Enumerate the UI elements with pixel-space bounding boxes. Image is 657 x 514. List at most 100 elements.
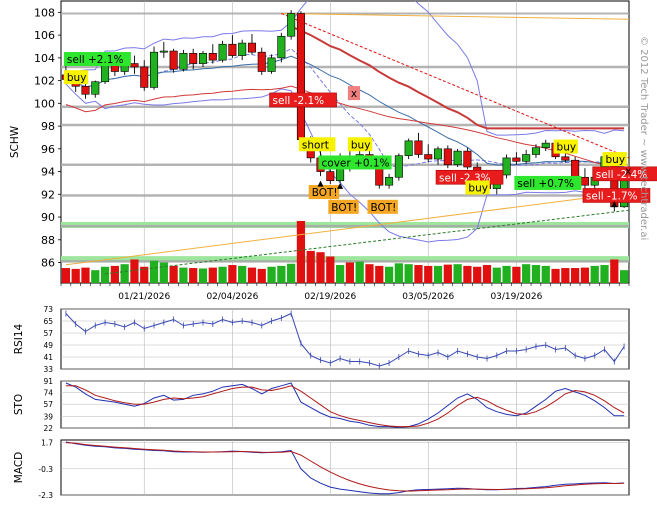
signal-label-box — [347, 137, 373, 152]
price-y-tick-label: 98 — [41, 120, 55, 133]
volume-bar — [159, 262, 168, 283]
volume-bar — [238, 265, 247, 283]
signal-label-box — [63, 51, 131, 66]
candle-body — [502, 157, 511, 176]
volume-bar — [100, 266, 110, 283]
signal-label-box — [553, 139, 578, 154]
volume-bar — [198, 268, 208, 283]
volume-bar — [345, 262, 355, 283]
volume-bar — [502, 265, 511, 283]
signal-arrow — [611, 201, 618, 208]
green-trend-line — [105, 209, 629, 275]
volume-bar — [277, 265, 286, 283]
signal-label: sell -2.4% — [596, 169, 648, 181]
volume-bar — [218, 266, 227, 283]
signal-label-box — [269, 92, 337, 108]
moving-average-20-line — [65, 55, 625, 168]
sto-panel-frame — [60, 380, 630, 429]
candle-body — [580, 176, 589, 186]
candle-body — [453, 150, 462, 166]
price-y-tick-label: 94 — [41, 166, 55, 179]
signal-label: sell -1.7% — [586, 190, 638, 202]
signal-label: cover +0.1% — [322, 157, 390, 169]
sto-k-line — [65, 382, 625, 428]
candle-body — [169, 50, 178, 70]
volume-bar — [287, 263, 296, 283]
signal-label-box — [63, 70, 89, 85]
candle-body — [140, 66, 149, 88]
volume-bar — [61, 268, 71, 283]
price-y-tick-label: 92 — [41, 188, 55, 201]
volume-bar — [394, 263, 403, 283]
volume-bar — [149, 260, 159, 283]
signal-label-box — [367, 199, 398, 214]
volume-bar — [404, 264, 413, 283]
candle-body — [385, 176, 394, 186]
candle-body — [541, 142, 550, 148]
macd-axis-title: MACD — [13, 452, 25, 483]
signal-label: sell +2.1% — [67, 54, 124, 66]
sto-y-tick-label: 57 — [43, 400, 53, 409]
candle-body — [571, 159, 580, 178]
volume-bar — [424, 265, 433, 283]
volume-bar — [522, 264, 531, 283]
candle-body — [522, 154, 531, 162]
candle-body — [81, 85, 90, 95]
volume-bar — [473, 266, 482, 283]
volume-bar — [414, 265, 423, 283]
volume-bar — [384, 266, 394, 283]
volume-bar — [110, 265, 119, 283]
volume-bar — [531, 265, 541, 283]
candle-body — [218, 43, 227, 61]
signal-label: sell +0.7% — [517, 178, 574, 190]
volume-bar — [130, 259, 139, 283]
volume-bar — [600, 265, 609, 283]
indicator-subpanels: 73 65 57 49 41 33 91 74 57 39 22 1.7 -0.3 -2.3 — [38, 305, 625, 500]
rsi-y-tick-label: 49 — [43, 341, 53, 350]
date-tick-label: 01/21/2026 — [118, 292, 170, 302]
signal-label-box — [465, 180, 490, 195]
volume-bar — [169, 265, 178, 283]
volume-bar — [580, 267, 590, 283]
bollinger-lower-line — [65, 83, 625, 243]
volume-bar — [179, 267, 188, 283]
candle-body — [247, 42, 256, 53]
date-tick-label: 02/19/2026 — [304, 292, 356, 302]
support-band — [61, 256, 629, 263]
candle-body — [179, 53, 188, 70]
signal-label-box — [308, 185, 340, 200]
volume-bar — [590, 265, 599, 283]
signal-arrow — [317, 180, 324, 187]
price-y-tick-label: 108 — [34, 6, 55, 19]
grid-lines — [61, 1, 629, 496]
date-tick-label: 02/04/2026 — [206, 292, 258, 302]
volume-bar — [512, 266, 521, 283]
signal-label: buy — [606, 154, 626, 166]
resistance-trend-line — [290, 25, 625, 130]
signal-label: sell -2.1% — [273, 95, 325, 107]
candle-body — [531, 147, 540, 155]
date-tick-label: 03/05/2026 — [402, 292, 454, 302]
macd-y-tick-label: -0.3 — [38, 465, 53, 474]
signal-label-box — [592, 166, 657, 182]
rsi-y-tick-label: 41 — [43, 353, 53, 362]
price-axis-title: SCHW — [9, 125, 21, 158]
price-y-tick-label: 102 — [34, 75, 55, 88]
signal-arrow — [337, 182, 344, 189]
volume-bar — [541, 265, 550, 283]
uptrend-support-line — [65, 192, 625, 266]
signal-label: BOT! — [331, 202, 357, 214]
price-y-tick-label: 88 — [41, 234, 55, 247]
rsi-y-tick-label: 57 — [43, 329, 53, 338]
signal-label-box — [582, 188, 651, 203]
candle-body — [91, 81, 100, 95]
candle-body — [159, 50, 168, 53]
signal-label-box — [347, 86, 360, 101]
signal-label: buy — [351, 139, 371, 151]
rsi-y-tick-label: 65 — [43, 317, 53, 326]
price-y-tick-label: 106 — [34, 29, 55, 42]
signal-label-box — [514, 175, 582, 190]
rsi-y-tick-label: 73 — [43, 305, 53, 314]
candle-body — [238, 42, 247, 56]
volume-bar — [571, 268, 580, 283]
